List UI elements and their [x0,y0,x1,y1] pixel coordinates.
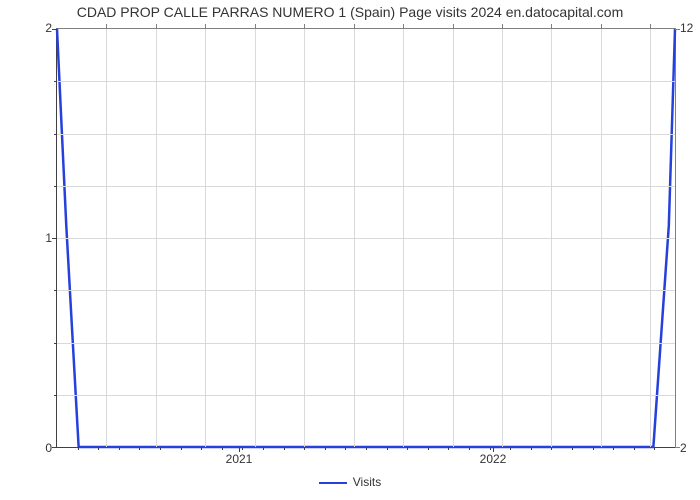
tick-left-minor [54,290,57,291]
tick-bottom-minor [387,447,388,450]
x-tick-2022: 2022 [480,452,507,466]
y-left-tick-2: 2 [38,21,52,35]
tick-bottom-minor [551,447,552,450]
tick-bottom-minor [284,447,285,450]
tick-left-minor [54,81,57,82]
legend-swatch [319,482,347,484]
tick-left-minor [54,395,57,396]
tick-bottom-minor [263,447,264,450]
tick-bottom-minor [510,447,511,450]
tick-right [675,447,680,448]
tick-top [156,24,157,29]
y-left-tick-1: 1 [38,231,52,245]
grid-h [57,343,675,344]
tick-bottom-minor [654,447,655,450]
y-right-tick-0: 2 [680,441,687,455]
tick-bottom-minor [325,447,326,450]
tick-bottom-minor [490,447,491,450]
y-right-tick-1: 12 [680,21,693,35]
grid-h [57,395,675,396]
tick-top [354,24,355,29]
tick-bottom-minor [78,447,79,450]
chart-title: CDAD PROP CALLE PARRAS NUMERO 1 (Spain) … [0,4,700,20]
tick-bottom-minor [119,447,120,450]
tick-left [52,447,57,448]
tick-bottom-minor [345,447,346,450]
tick-top [304,24,305,29]
tick-top [106,24,107,29]
tick-bottom-minor [181,447,182,450]
grid-h [57,186,675,187]
tick-bottom-minor [222,447,223,450]
tick-bottom-minor [531,447,532,450]
tick-left [52,238,57,239]
grid-h [57,238,675,239]
tick-bottom-minor [448,447,449,450]
tick-top [255,24,256,29]
tick-top [502,24,503,29]
tick-left-minor [54,134,57,135]
tick-bottom-minor [428,447,429,450]
tick-bottom-minor [98,447,99,450]
tick-top [453,24,454,29]
tick-left [52,29,57,30]
grid-h [57,290,675,291]
tick-bottom-minor [634,447,635,450]
tick-top [205,24,206,29]
tick-bottom-minor [139,447,140,450]
legend-label: Visits [353,475,381,489]
legend: Visits [0,475,700,489]
tick-bottom [239,447,240,452]
x-tick-2021: 2021 [226,452,253,466]
tick-bottom-minor [366,447,367,450]
tick-bottom-minor [242,447,243,450]
grid-h [57,81,675,82]
tick-bottom-minor [160,447,161,450]
tick-bottom [493,447,494,452]
tick-top [551,24,552,29]
tick-bottom-minor [572,447,573,450]
plot-area [56,28,676,448]
y-left-tick-0: 0 [38,441,52,455]
chart-container: CDAD PROP CALLE PARRAS NUMERO 1 (Spain) … [0,0,700,500]
tick-left-minor [54,186,57,187]
tick-top [650,24,651,29]
tick-bottom-minor [593,447,594,450]
tick-bottom-minor [613,447,614,450]
tick-bottom-minor [201,447,202,450]
tick-top [403,24,404,29]
tick-left-minor [54,343,57,344]
tick-right [675,29,680,30]
tick-bottom-minor [469,447,470,450]
tick-top [601,24,602,29]
tick-bottom-minor [407,447,408,450]
grid-h [57,134,675,135]
tick-bottom-minor [304,447,305,450]
